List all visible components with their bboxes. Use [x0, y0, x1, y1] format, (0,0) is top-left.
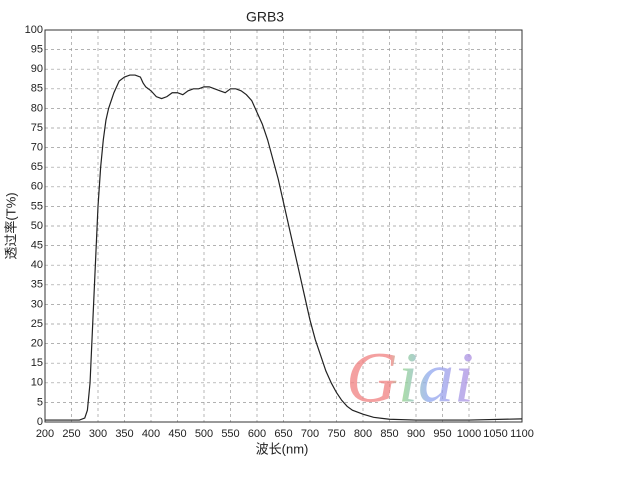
x-tick-label: 1050: [483, 428, 507, 440]
y-tick-label: 100: [25, 24, 43, 36]
y-tick-label: 25: [31, 318, 43, 330]
x-tick-label: 550: [221, 428, 239, 440]
x-tick-label: 500: [195, 428, 213, 440]
y-tick-label: 10: [31, 377, 43, 389]
y-tick-label: 20: [31, 338, 43, 350]
x-tick-label: 700: [301, 428, 319, 440]
x-tick-label: 1000: [457, 428, 481, 440]
x-tick-label: 800: [354, 428, 372, 440]
y-tick-label: 95: [31, 44, 43, 56]
y-tick-label: 60: [31, 181, 43, 193]
x-axis-label: 波长(nm): [256, 441, 309, 456]
x-tick-label: 350: [115, 428, 133, 440]
x-tick-label: 200: [36, 428, 54, 440]
x-tick-label: 650: [274, 428, 292, 440]
y-tick-label: 70: [31, 142, 43, 154]
x-tick-label: 300: [89, 428, 107, 440]
x-tick-label: 400: [142, 428, 160, 440]
y-tick-label: 55: [31, 200, 43, 212]
y-tick-label: 65: [31, 161, 43, 173]
x-tick-label: 750: [327, 428, 345, 440]
x-tick-label: 1100: [510, 428, 534, 440]
data-line: [45, 74, 523, 421]
x-tick-label: 600: [248, 428, 266, 440]
x-tick-label: 250: [62, 428, 80, 440]
y-tick-label: 80: [31, 102, 43, 114]
y-tick-label: 35: [31, 279, 43, 291]
watermark: Giai: [346, 338, 474, 418]
y-tick-label: 15: [31, 357, 43, 369]
y-axis-label: 透过率(T%): [3, 192, 18, 259]
y-tick-label: 5: [37, 396, 43, 408]
y-tick-label: 90: [31, 63, 43, 75]
y-tick-label: 75: [31, 122, 43, 134]
y-tick-label: 0: [37, 416, 43, 428]
x-tick-label: 450: [168, 428, 186, 440]
y-tick-label: 30: [31, 298, 43, 310]
chart-title: GRB3: [246, 9, 284, 25]
x-tick-label: 900: [407, 428, 425, 440]
y-tick-label: 45: [31, 240, 43, 252]
plot-frame: [44, 29, 523, 423]
y-tick-label: 40: [31, 259, 43, 271]
y-tick-label: 85: [31, 83, 43, 95]
y-tick-label: 50: [31, 220, 43, 232]
x-tick-label: 950: [433, 428, 451, 440]
x-tick-label: 850: [380, 428, 398, 440]
